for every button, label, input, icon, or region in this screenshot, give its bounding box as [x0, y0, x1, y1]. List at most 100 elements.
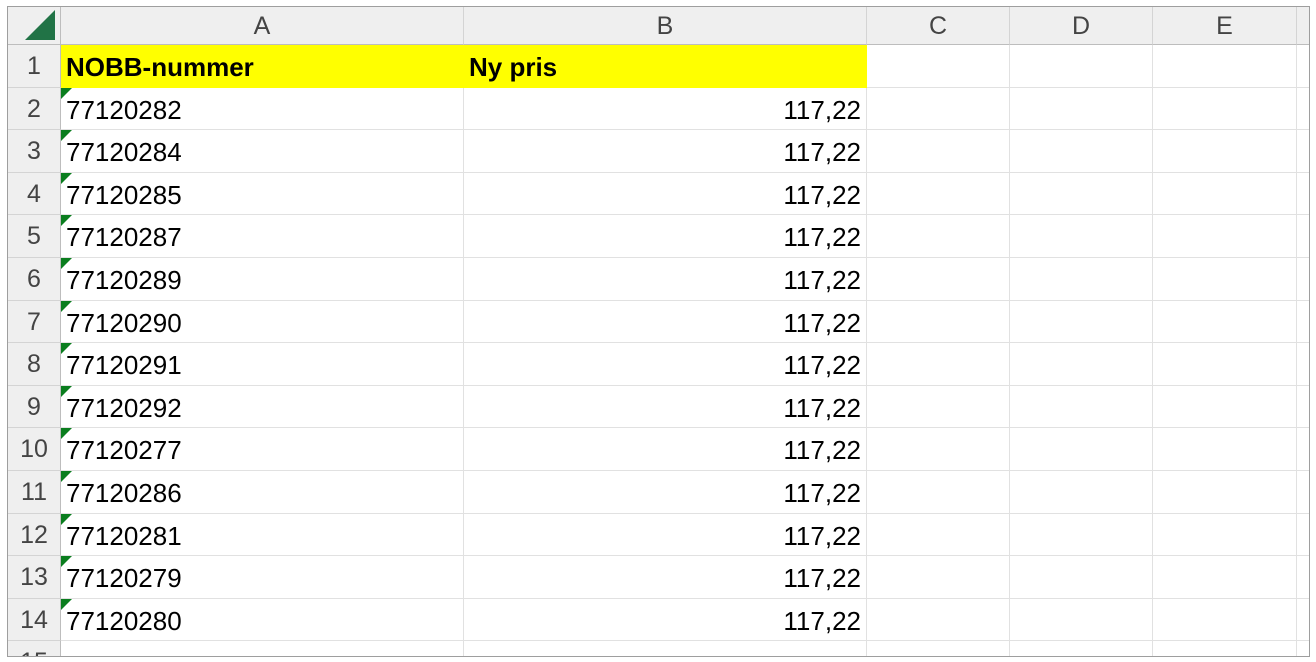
cell-E2[interactable]: [1153, 87, 1297, 131]
row-header-4[interactable]: 4: [8, 172, 61, 216]
cell-D7[interactable]: [1010, 300, 1153, 344]
cell-B9[interactable]: 117,22: [464, 385, 867, 429]
cell-C5[interactable]: [867, 215, 1010, 258]
row-header-15[interactable]: 15: [8, 641, 61, 656]
row-header-5[interactable]: 5: [8, 215, 61, 258]
cell-E5[interactable]: [1153, 215, 1297, 258]
cell-A13[interactable]: 77120279: [61, 556, 464, 599]
cell-E8[interactable]: [1153, 343, 1297, 386]
cell-D9[interactable]: [1010, 385, 1153, 429]
cell-C11[interactable]: [867, 471, 1010, 514]
number-stored-as-text-indicator-icon[interactable]: [61, 428, 72, 440]
row-header-3[interactable]: 3: [8, 130, 61, 173]
cell-B10[interactable]: 117,22: [464, 428, 867, 471]
cell-B7[interactable]: 117,22: [464, 300, 867, 344]
cell-A11[interactable]: 77120286: [61, 471, 464, 514]
cell-A12[interactable]: 77120281: [61, 513, 464, 557]
cell-E7[interactable]: [1153, 300, 1297, 344]
row-header-13[interactable]: 13: [8, 556, 61, 599]
cell-E14[interactable]: [1153, 598, 1297, 642]
row-header-7[interactable]: 7: [8, 300, 61, 344]
cell-D14[interactable]: [1010, 598, 1153, 642]
cell-B3[interactable]: 117,22: [464, 130, 867, 173]
cell-B1[interactable]: Ny pris: [464, 45, 867, 88]
cell-E6[interactable]: [1153, 258, 1297, 301]
cell-C1[interactable]: [867, 45, 1010, 88]
cell-E10[interactable]: [1153, 428, 1297, 471]
cell-D2[interactable]: [1010, 87, 1153, 131]
number-stored-as-text-indicator-icon[interactable]: [61, 87, 72, 99]
cell-C2[interactable]: [867, 87, 1010, 131]
cell-E15[interactable]: [1153, 641, 1297, 656]
column-header-e[interactable]: E: [1153, 7, 1297, 45]
row-header-2[interactable]: 2: [8, 87, 61, 131]
cell-B2[interactable]: 117,22: [464, 87, 867, 131]
cell-C7[interactable]: [867, 300, 1010, 344]
row-header-10[interactable]: 10: [8, 428, 61, 471]
cell-F4[interactable]: [1297, 173, 1309, 216]
cell-C10[interactable]: [867, 428, 1010, 471]
cell-A15[interactable]: [61, 641, 464, 656]
cell-B4[interactable]: 117,22: [464, 172, 867, 216]
row-header-14[interactable]: 14: [8, 598, 61, 642]
number-stored-as-text-indicator-icon[interactable]: [61, 471, 72, 482]
cell-E11[interactable]: [1153, 471, 1297, 514]
row-header-11[interactable]: 11: [8, 471, 61, 514]
cell-D6[interactable]: [1010, 258, 1153, 301]
cell-F5[interactable]: [1297, 215, 1309, 258]
number-stored-as-text-indicator-icon[interactable]: [61, 300, 72, 312]
cell-A7[interactable]: 77120290: [61, 300, 464, 344]
cell-B15[interactable]: [464, 641, 867, 656]
cell-D15[interactable]: [1010, 641, 1153, 656]
cell-D10[interactable]: [1010, 428, 1153, 471]
cell-A1[interactable]: NOBB-nummer: [61, 45, 464, 88]
number-stored-as-text-indicator-icon[interactable]: [61, 215, 72, 227]
cell-A2[interactable]: 77120282: [61, 87, 464, 131]
cell-F3[interactable]: [1297, 130, 1309, 173]
cell-F11[interactable]: [1297, 471, 1309, 514]
cell-A8[interactable]: 77120291: [61, 343, 464, 386]
cell-B12[interactable]: 117,22: [464, 513, 867, 557]
cell-D1[interactable]: [1010, 45, 1153, 88]
cell-E3[interactable]: [1153, 130, 1297, 173]
cell-D4[interactable]: [1010, 172, 1153, 216]
row-header-12[interactable]: 12: [8, 513, 61, 557]
row-header-1[interactable]: 1: [8, 45, 61, 88]
number-stored-as-text-indicator-icon[interactable]: [61, 385, 72, 397]
number-stored-as-text-indicator-icon[interactable]: [61, 343, 72, 355]
row-header-9[interactable]: 9: [8, 385, 61, 429]
cell-F2[interactable]: [1297, 88, 1309, 131]
cell-A9[interactable]: 77120292: [61, 385, 464, 429]
cell-C6[interactable]: [867, 258, 1010, 301]
number-stored-as-text-indicator-icon[interactable]: [61, 130, 72, 142]
cell-B5[interactable]: 117,22: [464, 215, 867, 258]
number-stored-as-text-indicator-icon[interactable]: [61, 513, 72, 525]
cell-B13[interactable]: 117,22: [464, 556, 867, 599]
cell-A5[interactable]: 77120287: [61, 215, 464, 258]
cell-B14[interactable]: 117,22: [464, 598, 867, 642]
cell-F10[interactable]: [1297, 428, 1309, 471]
cell-A10[interactable]: 77120277: [61, 428, 464, 471]
cell-A3[interactable]: 77120284: [61, 130, 464, 173]
column-header-extra[interactable]: [1297, 7, 1309, 45]
cell-F1[interactable]: [1297, 45, 1309, 88]
cell-A4[interactable]: 77120285: [61, 172, 464, 216]
cell-F12[interactable]: [1297, 514, 1309, 557]
number-stored-as-text-indicator-icon[interactable]: [61, 556, 72, 568]
cell-B8[interactable]: 117,22: [464, 343, 867, 386]
cell-D13[interactable]: [1010, 556, 1153, 599]
column-header-d[interactable]: D: [1010, 7, 1153, 45]
cell-E13[interactable]: [1153, 556, 1297, 599]
cell-F15[interactable]: [1297, 641, 1309, 656]
cell-B11[interactable]: 117,22: [464, 471, 867, 514]
cell-A6[interactable]: 77120289: [61, 258, 464, 301]
cell-C15[interactable]: [867, 641, 1010, 656]
cell-D3[interactable]: [1010, 130, 1153, 173]
column-header-c[interactable]: C: [867, 7, 1010, 45]
cell-C4[interactable]: [867, 172, 1010, 216]
cell-B6[interactable]: 117,22: [464, 258, 867, 301]
cell-C3[interactable]: [867, 130, 1010, 173]
cell-C13[interactable]: [867, 556, 1010, 599]
row-header-6[interactable]: 6: [8, 258, 61, 301]
cell-F13[interactable]: [1297, 556, 1309, 599]
